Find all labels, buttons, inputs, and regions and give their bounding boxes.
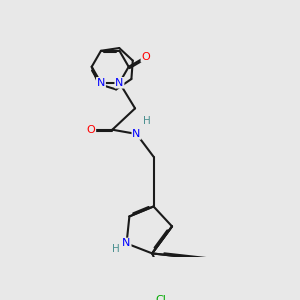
Text: N: N (132, 129, 141, 139)
Text: H: H (112, 244, 120, 254)
Text: O: O (87, 125, 95, 135)
Text: O: O (141, 52, 150, 62)
Text: N: N (122, 238, 131, 248)
Text: H: H (142, 116, 150, 126)
Text: Cl: Cl (155, 295, 166, 300)
Text: N: N (97, 78, 105, 88)
Text: N: N (115, 78, 124, 88)
